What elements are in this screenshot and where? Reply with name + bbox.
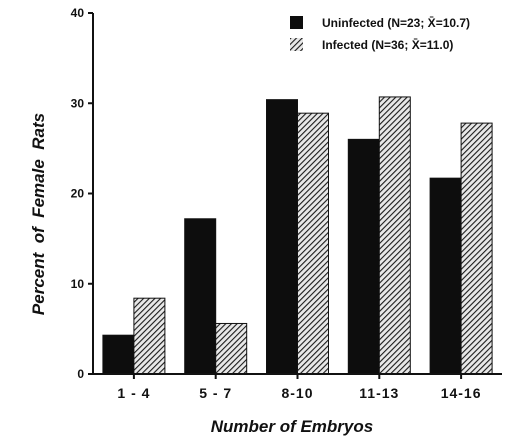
legend-swatch-infected xyxy=(290,38,303,51)
bar-infected xyxy=(133,297,166,375)
bar-infected xyxy=(378,96,411,375)
legend: Uninfected (N=23; X̄=10.7) Infected (N=3… xyxy=(290,16,470,52)
bar-uninfected xyxy=(429,177,462,375)
x-tick-label: 8-10 xyxy=(281,385,313,401)
bar-uninfected xyxy=(102,334,135,375)
bar-infected xyxy=(215,322,248,375)
x-axis-title: Number of Embryos xyxy=(211,417,373,436)
y-tick-label: 30 xyxy=(71,96,85,110)
y-tick-label: 40 xyxy=(71,6,85,20)
x-tick-label: 14-16 xyxy=(441,385,482,401)
x-tick-labels-group: 1 - 4 5 - 7 8-10 11-13 14-16 xyxy=(117,374,481,401)
bar-uninfected xyxy=(266,99,298,375)
y-axis-title: Percent of Female Rats xyxy=(29,113,48,315)
bar-infected xyxy=(460,122,493,375)
bar-uninfected xyxy=(184,218,217,375)
bar-infected xyxy=(297,112,329,375)
y-tick-label: 10 xyxy=(71,277,85,291)
x-tick-label: 5 - 7 xyxy=(199,385,232,401)
bars-group xyxy=(102,96,493,375)
y-tick-label: 20 xyxy=(71,187,85,201)
legend-label-infected: Infected (N=36; X̄=11.0) xyxy=(322,38,453,52)
legend-label-uninfected: Uninfected (N=23; X̄=10.7) xyxy=(322,16,470,30)
x-tick-label: 1 - 4 xyxy=(117,385,150,401)
bar-uninfected xyxy=(347,138,380,375)
y-ticks-group: 0 10 20 30 40 xyxy=(71,6,93,381)
y-tick-label: 0 xyxy=(77,367,84,381)
legend-swatch-uninfected xyxy=(290,16,303,29)
x-tick-label: 11-13 xyxy=(359,385,399,401)
